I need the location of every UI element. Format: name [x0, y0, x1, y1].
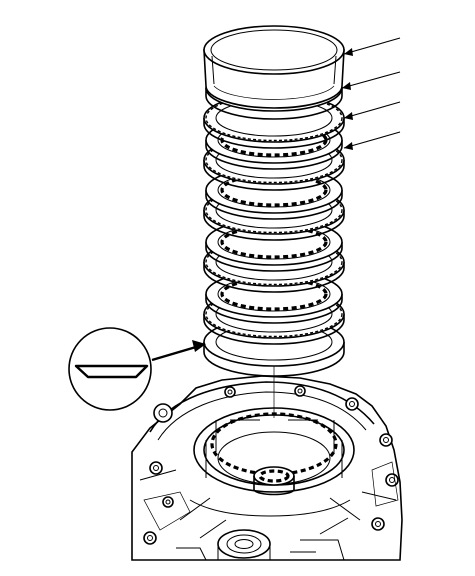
callout-lines: [341, 37, 401, 150]
arrowhead-icon: [344, 142, 353, 150]
callout-line-end-plate: [343, 37, 401, 55]
clutch-pack: [203, 25, 345, 377]
callout-line-lower-plate: [343, 131, 401, 149]
detail-view: [68, 327, 206, 411]
transmission-housing: [131, 375, 403, 561]
arrowhead-icon: [344, 48, 353, 56]
arrowhead-icon: [192, 340, 206, 352]
callout-line-plate: [343, 101, 401, 119]
callout-line-disc: [341, 71, 401, 89]
arrowhead-icon: [344, 112, 353, 120]
detail-arrow-line: [151, 345, 197, 362]
chamfer-section-icon: [74, 364, 149, 379]
clutch-end-plate: [203, 25, 345, 109]
arrowhead-icon: [342, 82, 351, 90]
